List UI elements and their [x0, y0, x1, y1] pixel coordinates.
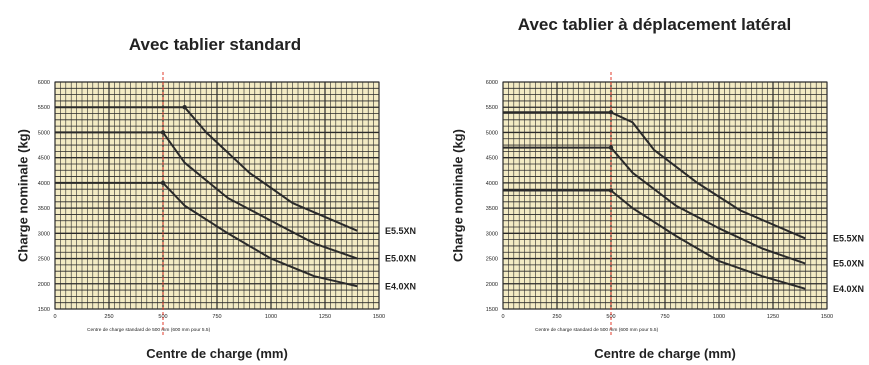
series-line-e5.5xn: [55, 106, 358, 232]
x-tick-label: 1250: [319, 314, 331, 320]
reference-note: Centre de charge standard de 500 mm (600…: [535, 327, 659, 333]
series-label: E5.5XN: [385, 226, 416, 236]
series-label: E5.0XN: [385, 254, 416, 264]
series-knee-point: [608, 110, 614, 115]
y-tick-label: 3000: [486, 231, 498, 237]
y-tick-label: 4000: [486, 181, 498, 187]
series-knee-point: [608, 145, 614, 150]
chart-title: Avec tablier standard: [128, 35, 302, 54]
y-tick-label: 2000: [38, 282, 50, 288]
chart-title: Avec tablier à déplacement latéral: [517, 15, 792, 34]
reference-note: Centre de charge standard de 500 mm (600…: [87, 327, 211, 333]
chart-panel-side-shift: Avec tablier à déplacement latéral 1500 2…: [440, 0, 869, 365]
y-tick-label: 2000: [486, 282, 498, 288]
y-tick-label: 5000: [38, 130, 50, 136]
y-tick-label: 5000: [486, 130, 498, 136]
y-tick-label: 6000: [486, 80, 498, 86]
x-tick-label: 0: [53, 314, 56, 320]
x-tick-label: 250: [552, 314, 561, 320]
y-tick-label: 4500: [486, 156, 498, 162]
y-tick-label: 4000: [38, 181, 50, 187]
y-axis-label: Charge nominale (kg): [450, 129, 466, 262]
series-knee-point: [608, 188, 614, 193]
series-knee-point: [182, 105, 187, 110]
y-tick-label: 2500: [486, 257, 498, 263]
grid: [54, 81, 380, 310]
chart-panel-standard: Avec tablier standard 1500 2000 2500 3000 35…: [0, 0, 430, 365]
y-tick-label: 3000: [38, 231, 50, 237]
y-tick-label: 4500: [38, 156, 50, 162]
x-tick-label: 1250: [767, 314, 779, 320]
y-axis-label: Charge nominale (kg): [15, 129, 31, 262]
series-label: E5.0XN: [833, 259, 864, 269]
series-knee-point: [160, 130, 166, 135]
chart-svg: 1500200025003000350040004500500055006000…: [38, 72, 416, 336]
y-tick-label: 1500: [38, 307, 50, 313]
series-label: E4.0XN: [833, 284, 864, 294]
y-tick-label: 5500: [38, 105, 50, 111]
series-label: E5.5XN: [833, 233, 864, 243]
y-tick-label: 3500: [38, 206, 50, 212]
grid: [502, 81, 828, 310]
x-tick-label: 1000: [713, 314, 725, 320]
x-axis-label: Centre de charge (mm): [146, 346, 288, 361]
y-tick-label: 5500: [486, 105, 498, 111]
x-tick-label: 1000: [265, 314, 277, 320]
y-tick-label: 2500: [38, 257, 50, 263]
series-knee-point: [160, 180, 166, 186]
y-tick-label: 6000: [38, 80, 50, 86]
x-tick-label: 1500: [821, 314, 833, 320]
x-tick-label: 750: [660, 314, 669, 320]
x-tick-label: 250: [104, 314, 113, 320]
x-axis-label: Centre de charge (mm): [594, 346, 736, 361]
y-tick-label: 3500: [486, 206, 498, 212]
y-tick-label: 1500: [486, 307, 498, 313]
x-tick-label: 750: [212, 314, 221, 320]
x-tick-label: 0: [501, 314, 504, 320]
x-tick-label: 1500: [373, 314, 385, 320]
chart-svg: 1500200025003000350040004500500055006000…: [486, 72, 864, 336]
series-label: E4.0XN: [385, 281, 416, 291]
